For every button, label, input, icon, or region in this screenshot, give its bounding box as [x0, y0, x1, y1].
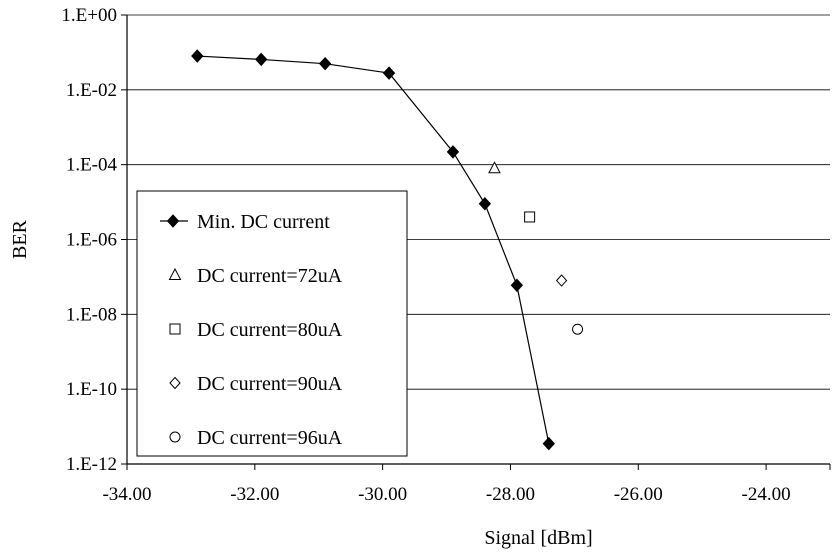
x-tick-label: -26.00 [614, 484, 663, 505]
legend-label: DC current=96uA [197, 427, 343, 449]
y-tick-label: 1.E-06 [66, 230, 117, 251]
series-2 [524, 211, 536, 223]
y-tick-label: 1.E-08 [66, 304, 117, 325]
legend-box [136, 190, 408, 457]
data-point [478, 197, 492, 211]
legend-item: DC current=72uA [168, 265, 343, 287]
series-3 [555, 274, 568, 287]
series [191, 49, 584, 451]
legend-marker [168, 267, 182, 280]
data-point [191, 49, 204, 63]
data-point [510, 278, 524, 292]
legend-marker [169, 323, 181, 335]
legend-marker [166, 214, 180, 228]
series-1 [488, 161, 501, 174]
data-point [524, 211, 536, 223]
legend-label: Min. DC current [197, 211, 330, 233]
legend-label: DC current=90uA [197, 373, 343, 395]
series-0 [191, 49, 555, 451]
data-point [446, 145, 460, 159]
y-tick-label: 1.E-04 [66, 155, 118, 176]
tick-labels: 1.E+00 1.E-02 1.E-04 1.E-06 1.E-08 1.E-10 1.E-… [61, 5, 831, 505]
y-tick-label: 1.E+00 [61, 5, 117, 26]
legend-item: Min. DC current [160, 211, 330, 233]
series-line [197, 55, 550, 444]
legend-label: DC current=80uA [197, 319, 343, 341]
legend-marker [169, 376, 181, 390]
legend: Min. DC current DC current=72uA DC current… [136, 190, 408, 457]
data-point [255, 52, 268, 67]
x-tick-label: -32.00 [230, 484, 279, 505]
x-tick-label: -34.00 [102, 484, 151, 505]
data-point [488, 161, 501, 174]
data-point [572, 323, 584, 335]
legend-label: DC current=72uA [197, 265, 343, 287]
legend-item: DC current=80uA [169, 319, 343, 341]
legend-item: DC current=96uA [169, 427, 343, 449]
y-tick-label: 1.E-02 [66, 80, 117, 101]
data-point [542, 436, 555, 451]
y-axis-title: BER [9, 219, 31, 259]
legend-item: DC current=90uA [169, 373, 343, 395]
data-point [318, 56, 332, 71]
y-tick-label: 1.E-10 [66, 379, 117, 400]
data-point [555, 274, 568, 287]
legend-marker [169, 431, 181, 443]
x-tick-label: -30.00 [358, 484, 407, 505]
x-tick-label: -28.00 [486, 484, 535, 505]
y-tick-label: 1.E-12 [66, 454, 117, 475]
x-axis-title: Signal [dBm] [484, 527, 592, 549]
series-4 [572, 323, 584, 335]
x-tick-label: -24.00 [742, 484, 791, 505]
data-point [382, 66, 396, 80]
